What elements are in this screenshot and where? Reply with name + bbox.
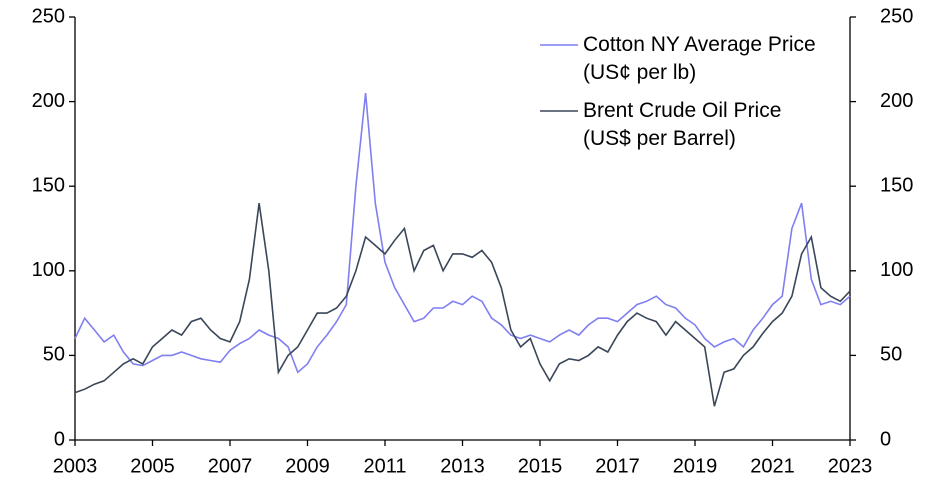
legend-label: Cotton NY Average Price (US¢ per lb) xyxy=(583,33,816,84)
x-tick-label: 2009 xyxy=(285,455,330,477)
y-tick-label: 100 xyxy=(32,259,65,281)
y-tick-label: 0 xyxy=(54,428,65,450)
y2-tick-label: 250 xyxy=(880,5,913,27)
line-series xyxy=(74,93,851,374)
legend-label: Brent Crude Oil Price (US$ per Barrel) xyxy=(583,99,782,150)
x-tick-label: 2007 xyxy=(208,455,253,477)
x-tick-label: 2017 xyxy=(595,455,640,477)
x-tick-label: 2015 xyxy=(518,455,563,477)
x-tick-label: 2023 xyxy=(828,455,873,477)
line-series xyxy=(74,202,851,407)
y-tick-label: 200 xyxy=(32,90,65,112)
y2-tick-label: 0 xyxy=(880,428,891,450)
x-tick-label: 2005 xyxy=(130,455,175,477)
x-tick-label: 2003 xyxy=(53,455,98,477)
y-tick-label: 250 xyxy=(32,5,65,27)
y-tick-label: 50 xyxy=(43,344,65,366)
x-tick-label: 2013 xyxy=(440,455,485,477)
x-tick-label: 2021 xyxy=(750,455,795,477)
y2-tick-label: 50 xyxy=(880,344,902,366)
x-tick-label: 2011 xyxy=(363,455,406,477)
y2-tick-label: 100 xyxy=(880,259,913,281)
x-tick-label: 2019 xyxy=(673,455,718,477)
y2-tick-label: 150 xyxy=(880,174,913,196)
y-tick-label: 150 xyxy=(32,174,65,196)
y2-tick-label: 200 xyxy=(880,90,913,112)
